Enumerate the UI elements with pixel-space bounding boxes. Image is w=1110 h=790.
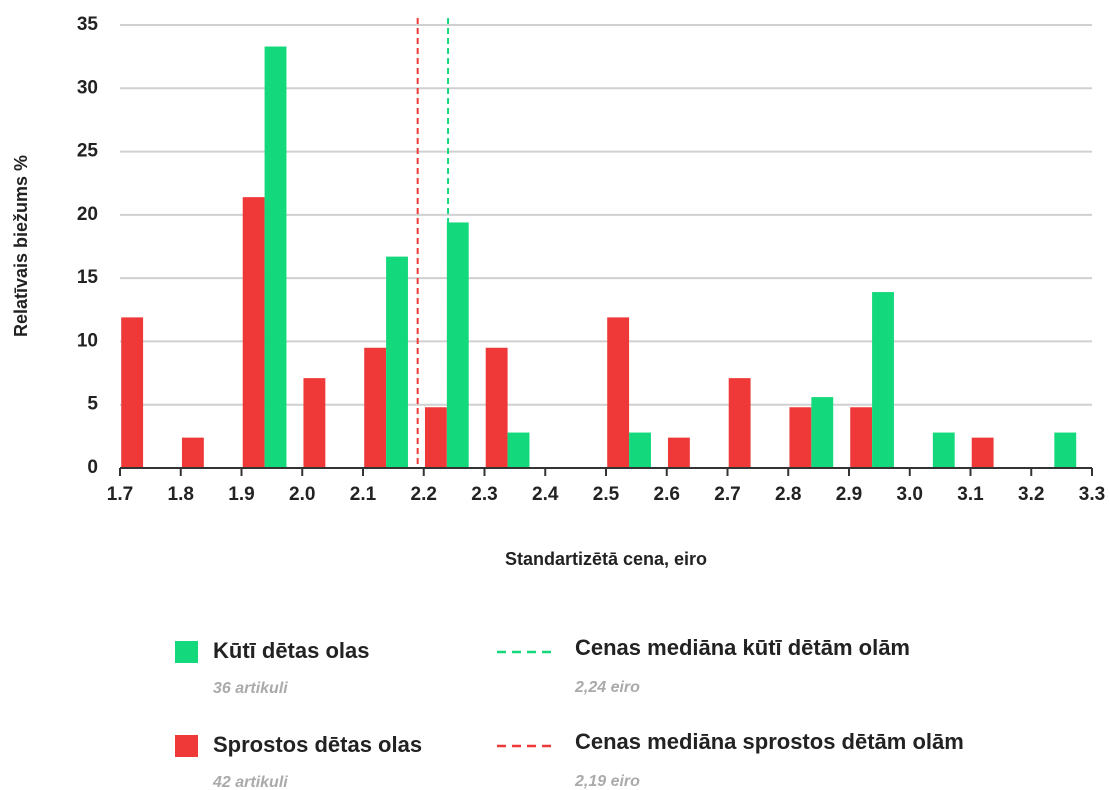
bar	[303, 378, 326, 468]
x-tick-label: 3.1	[957, 484, 984, 505]
y-tick-label: 15	[77, 267, 99, 288]
y-tick-label: 20	[77, 204, 98, 225]
bar	[264, 46, 287, 468]
x-tick-label: 1.8	[168, 484, 194, 505]
bar	[971, 437, 994, 468]
bar	[446, 222, 469, 468]
legend-note: 2,19 eiro	[574, 773, 640, 790]
legend-swatch	[175, 735, 198, 757]
bar	[728, 378, 751, 468]
x-tick-label: 1.9	[228, 484, 254, 505]
bar	[364, 347, 387, 468]
x-axis-title: Standartizētā cena, eiro	[505, 549, 707, 569]
bar	[872, 292, 894, 468]
legend-label: Cenas mediāna kūtī dētām olām	[575, 635, 910, 660]
legend-note: 2,24 eiro	[574, 679, 640, 696]
x-tick-label: 2.9	[836, 484, 862, 505]
x-tick-label: 2.2	[411, 484, 437, 505]
y-tick-label: 35	[77, 14, 99, 35]
y-tick-label: 5	[87, 394, 98, 415]
x-tick-label: 3.2	[1018, 484, 1044, 505]
legend-label: Kūtī dētas olas	[213, 638, 369, 663]
bar	[242, 197, 265, 468]
x-tick-label: 2.7	[714, 484, 740, 505]
bar	[386, 256, 408, 468]
x-tick-label: 2.0	[289, 484, 315, 505]
bar	[811, 397, 834, 468]
x-tick-label: 2.8	[775, 484, 801, 505]
legend-note: 42 artikuli	[212, 774, 288, 790]
x-tick-label: 3.0	[897, 484, 923, 505]
y-axis-title: Relatīvais biežums %	[11, 155, 31, 337]
x-tick-label: 2.3	[471, 484, 497, 505]
legend-label: Sprostos dētas olas	[213, 732, 422, 757]
bar	[181, 437, 204, 468]
bar	[485, 347, 508, 468]
y-tick-label: 25	[77, 141, 99, 162]
legend-swatch	[175, 641, 198, 663]
bar	[629, 432, 651, 468]
x-tick-label: 1.7	[107, 484, 133, 505]
x-tick-label: 2.5	[593, 484, 620, 505]
bar	[932, 432, 955, 468]
legend-label: Cenas mediāna sprostos dētām olām	[575, 729, 964, 754]
bar	[607, 317, 630, 468]
legend-note: 36 artikuli	[213, 680, 288, 697]
bar	[1054, 432, 1077, 468]
y-tick-label: 30	[77, 77, 98, 98]
bar	[121, 317, 144, 468]
x-tick-label: 2.1	[350, 484, 377, 505]
bar	[667, 437, 690, 468]
bar	[789, 407, 812, 468]
bar	[507, 432, 530, 468]
y-tick-label: 10	[77, 330, 98, 351]
y-tick-label: 0	[87, 457, 98, 478]
bar	[850, 407, 873, 468]
x-tick-label: 2.4	[532, 484, 559, 505]
bar	[424, 407, 447, 468]
x-tick-label: 3.3	[1079, 484, 1105, 505]
x-tick-label: 2.6	[654, 484, 680, 505]
